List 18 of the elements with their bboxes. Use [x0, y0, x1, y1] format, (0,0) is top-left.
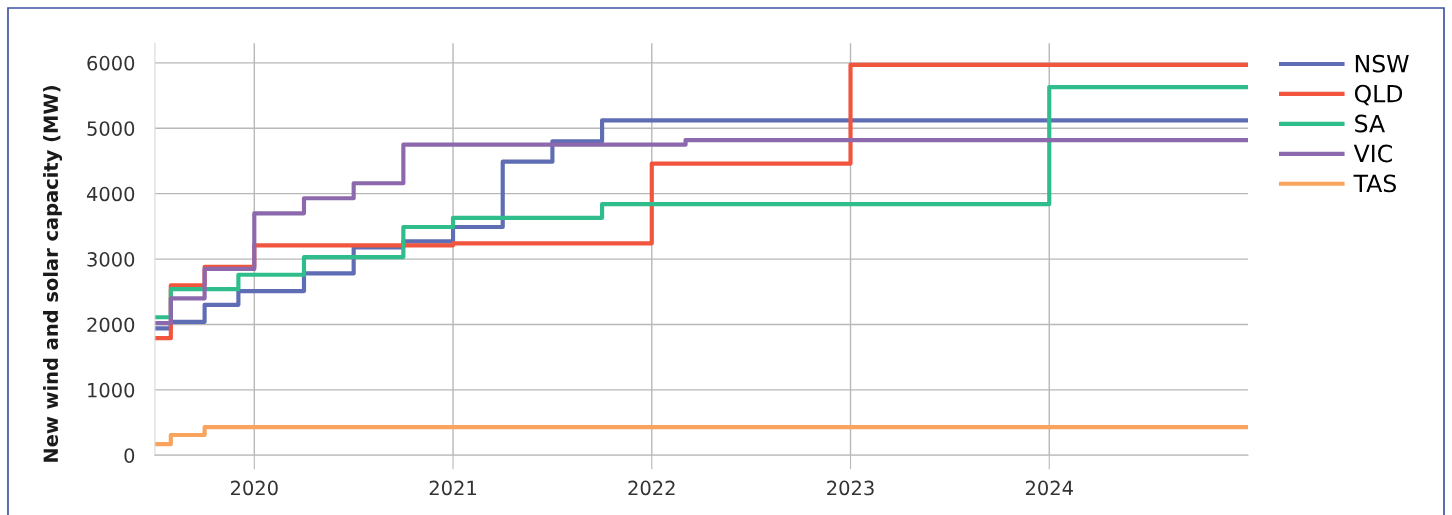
- y-tick-label: 1000: [88, 382, 135, 398]
- legend-label: QLD: [1354, 84, 1403, 106]
- y-tick-label: 2000: [87, 317, 135, 333]
- y-tick-label: 6000: [87, 55, 135, 71]
- y-axis-title: New wind and solar capacity (MW): [43, 86, 63, 462]
- x-tick-label: 2021: [429, 480, 476, 496]
- x-tick-label: 2024: [1025, 480, 1073, 496]
- y-tick-label: 3000: [87, 252, 135, 267]
- y-tick-label: 5000: [87, 121, 135, 136]
- y-tick-label: 4000: [86, 186, 135, 202]
- legend-label: SA: [1355, 114, 1385, 133]
- x-tick-label: 2020: [230, 480, 278, 496]
- x-tick-label: 2023: [827, 480, 874, 496]
- legend-label: TAS: [1353, 174, 1396, 193]
- x-tick-label: 2022: [628, 480, 675, 496]
- y-tick-label: 0: [124, 448, 135, 463]
- legend-label: VIC: [1353, 144, 1392, 163]
- legend-label: NSW: [1355, 54, 1409, 73]
